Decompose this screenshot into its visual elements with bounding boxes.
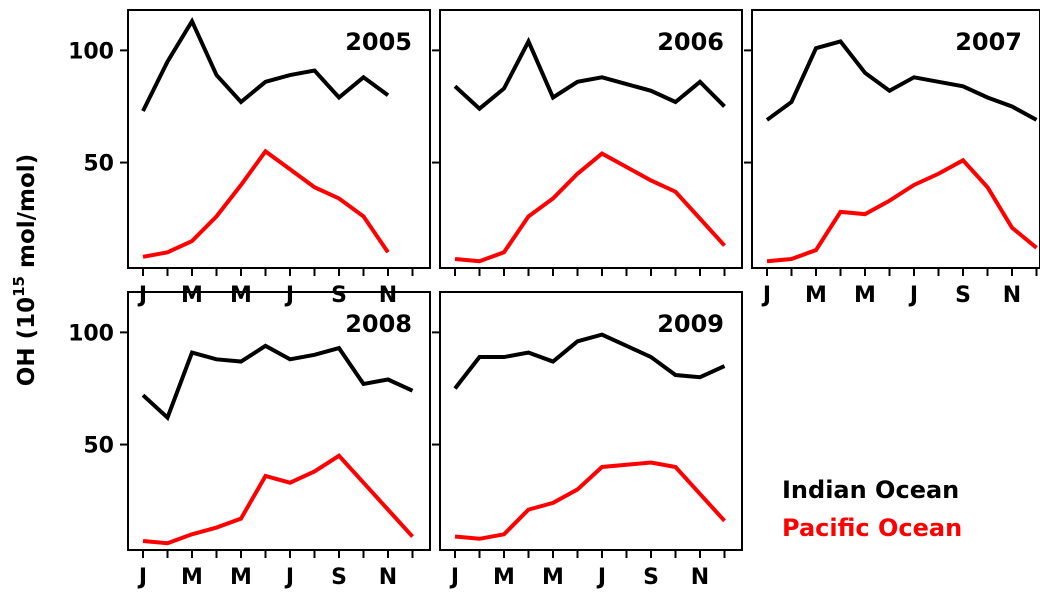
y-tick-label: 100 bbox=[68, 321, 114, 346]
x-tick-label: M bbox=[230, 283, 252, 308]
series-line-indian-ocean bbox=[453, 332, 726, 390]
series-line-pacific-ocean bbox=[454, 460, 726, 541]
x-tick-label: S bbox=[955, 283, 971, 308]
x-tick-label: M bbox=[854, 283, 876, 308]
plot-frame bbox=[127, 9, 431, 269]
panel-title: 2007 bbox=[955, 28, 1022, 56]
panel-2007: J M M J S N 2007 bbox=[744, 9, 1040, 308]
plot-frame bbox=[751, 9, 1040, 269]
series-line-indian-ocean bbox=[141, 343, 414, 422]
x-tick-label: J bbox=[284, 565, 294, 590]
x-tick-label: S bbox=[643, 565, 659, 590]
x-tick-label: M bbox=[805, 283, 827, 308]
series-line-indian-ocean bbox=[765, 39, 1038, 122]
y-axis-title: OH (1015 mol/mol) bbox=[10, 154, 40, 386]
x-tick-label: N bbox=[379, 565, 397, 590]
x-tick-label: J bbox=[908, 283, 918, 308]
x-tick-label: M bbox=[493, 565, 515, 590]
legend: Indian Ocean Pacific Ocean bbox=[782, 476, 962, 542]
x-tick-label: M bbox=[181, 565, 203, 590]
x-tick-label: N bbox=[691, 565, 709, 590]
y-axis-title-unit: mol/mol) bbox=[14, 154, 40, 276]
y-tick-label: 100 bbox=[68, 39, 114, 64]
series-line-indian-ocean bbox=[141, 16, 390, 112]
panel-title: 2009 bbox=[657, 310, 724, 338]
x-tick-label: N bbox=[1003, 283, 1021, 308]
x-tick-label: M bbox=[230, 565, 252, 590]
plot-frame bbox=[439, 291, 743, 551]
panel-2009: J M M J S N 2009 bbox=[432, 291, 743, 590]
panel-title: 2008 bbox=[345, 310, 412, 338]
x-tick-label: N bbox=[379, 283, 397, 308]
x-tick-label: J bbox=[761, 283, 771, 308]
x-tick-label: J bbox=[137, 565, 147, 590]
y-axis-title-exponent: 15 bbox=[10, 276, 28, 297]
x-tick-label: J bbox=[137, 283, 147, 308]
x-tick-label: J bbox=[596, 565, 606, 590]
plot-frame bbox=[127, 291, 431, 551]
panel-2005: J M M J S N 50 100 2005 bbox=[68, 9, 431, 308]
chart-panels: J M M J S N 50 100 2005 2006 J M M J S N 2007 J M M J S N 50 100… bbox=[68, 9, 1040, 590]
series-line-pacific-ocean bbox=[142, 148, 390, 259]
legend-pacific-ocean: Pacific Ocean bbox=[782, 514, 962, 542]
x-tick-label: S bbox=[331, 565, 347, 590]
x-tick-label: J bbox=[449, 565, 459, 590]
legend-indian-ocean: Indian Ocean bbox=[782, 476, 959, 504]
series-line-pacific-ocean bbox=[454, 151, 726, 264]
y-tick-label: 50 bbox=[83, 152, 114, 177]
x-tick-label: M bbox=[542, 565, 564, 590]
panel-2008: J M M J S N 50 100 2008 bbox=[68, 291, 431, 590]
series-line-pacific-ocean bbox=[142, 453, 414, 546]
series-line-pacific-ocean bbox=[766, 157, 1038, 264]
panel-title: 2005 bbox=[345, 28, 412, 56]
y-tick-label: 50 bbox=[83, 434, 114, 459]
x-tick-label: M bbox=[181, 283, 203, 308]
x-tick-label: S bbox=[331, 283, 347, 308]
plot-frame bbox=[439, 9, 743, 269]
svg-text:OH (1015 mol/mol): OH (1015 mol/mol) bbox=[10, 154, 40, 386]
panel-2006: 2006 bbox=[432, 9, 743, 276]
y-axis-title-main: OH (10 bbox=[14, 297, 40, 386]
x-tick-label: J bbox=[284, 283, 294, 308]
panel-title: 2006 bbox=[657, 28, 724, 56]
series-line-indian-ocean bbox=[453, 36, 726, 112]
